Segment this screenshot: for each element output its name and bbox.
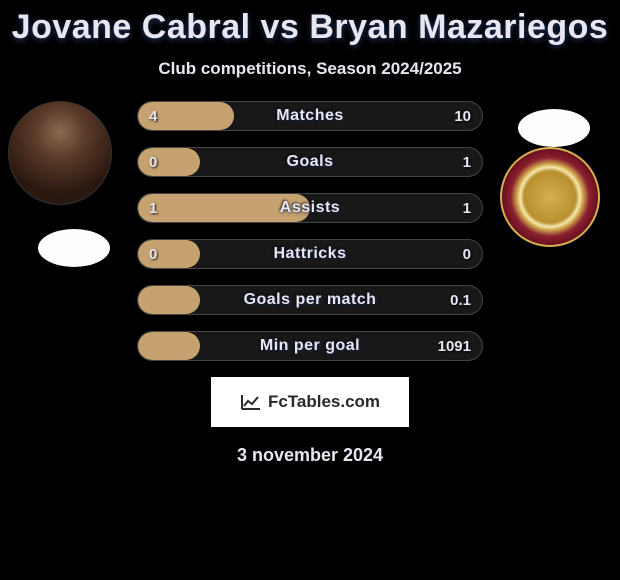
stat-value-left: 0 <box>149 239 157 269</box>
stat-value-right: 1 <box>463 193 471 223</box>
stat-row: Goals per match0.1 <box>137 285 483 315</box>
stats-area: Matches410Goals01Assists11Hattricks00Goa… <box>0 101 620 361</box>
player-left-avatar <box>8 101 112 205</box>
player-right-club-badge <box>500 147 600 247</box>
stat-row: Assists1 1 <box>137 193 483 223</box>
subtitle: Club competitions, Season 2024/2025 <box>0 59 620 79</box>
site-badge: FcTables.com <box>211 377 409 427</box>
stat-row: Hattricks0 0 <box>137 239 483 269</box>
site-badge-text: FcTables.com <box>268 392 380 412</box>
chart-icon <box>240 393 262 411</box>
page-title: Jovane Cabral vs Bryan Mazariegos <box>0 0 620 47</box>
stat-row: Min per goal1091 <box>137 331 483 361</box>
player-right-flag <box>518 109 590 147</box>
player-left-flag <box>38 229 110 267</box>
stat-row: Goals0 1 <box>137 147 483 177</box>
stat-value-right: 1 <box>463 147 471 177</box>
stat-label: Goals per match <box>137 285 483 315</box>
stat-value-right: 0.1 <box>450 285 471 315</box>
stat-value-left: 4 <box>149 101 157 131</box>
stat-label: Hattricks <box>137 239 483 269</box>
stat-label: Assists <box>137 193 483 223</box>
stat-row: Matches4 10 <box>137 101 483 131</box>
stat-value-left: 1 <box>149 193 157 223</box>
stat-label: Goals <box>137 147 483 177</box>
stat-value-right: 10 <box>454 101 471 131</box>
stat-label: Min per goal <box>137 331 483 361</box>
stat-bars: Matches410Goals01Assists11Hattricks00Goa… <box>137 101 483 361</box>
stat-value-left: 0 <box>149 147 157 177</box>
stat-value-right: 0 <box>463 239 471 269</box>
stat-value-right: 1091 <box>438 331 471 361</box>
stat-label: Matches <box>137 101 483 131</box>
date-label: 3 november 2024 <box>0 445 620 466</box>
